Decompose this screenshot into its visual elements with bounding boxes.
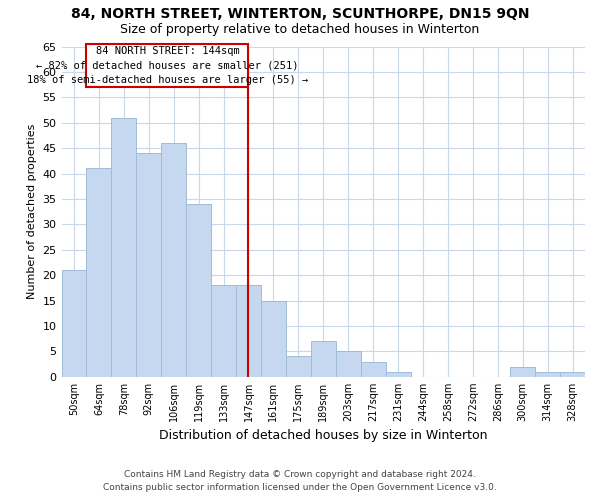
Y-axis label: Number of detached properties: Number of detached properties bbox=[27, 124, 37, 300]
Bar bbox=[236, 286, 261, 377]
Bar bbox=[136, 153, 161, 377]
Bar bbox=[535, 372, 560, 377]
Bar bbox=[86, 44, 248, 87]
Bar bbox=[161, 143, 186, 377]
X-axis label: Distribution of detached houses by size in Winterton: Distribution of detached houses by size … bbox=[159, 430, 488, 442]
Bar bbox=[112, 118, 136, 377]
Bar bbox=[361, 362, 386, 377]
Bar bbox=[62, 270, 86, 377]
Bar bbox=[211, 286, 236, 377]
Bar bbox=[336, 352, 361, 377]
Bar bbox=[261, 300, 286, 377]
Bar bbox=[186, 204, 211, 377]
Text: Contains HM Land Registry data © Crown copyright and database right 2024.
Contai: Contains HM Land Registry data © Crown c… bbox=[103, 470, 497, 492]
Bar bbox=[86, 168, 112, 377]
Text: 84, NORTH STREET, WINTERTON, SCUNTHORPE, DN15 9QN: 84, NORTH STREET, WINTERTON, SCUNTHORPE,… bbox=[71, 8, 529, 22]
Bar bbox=[311, 341, 336, 377]
Text: Size of property relative to detached houses in Winterton: Size of property relative to detached ho… bbox=[121, 22, 479, 36]
Bar bbox=[510, 366, 535, 377]
Bar bbox=[286, 356, 311, 377]
Bar bbox=[386, 372, 410, 377]
Text: 84 NORTH STREET: 144sqm
← 82% of detached houses are smaller (251)
18% of semi-d: 84 NORTH STREET: 144sqm ← 82% of detache… bbox=[27, 46, 308, 86]
Bar bbox=[560, 372, 585, 377]
